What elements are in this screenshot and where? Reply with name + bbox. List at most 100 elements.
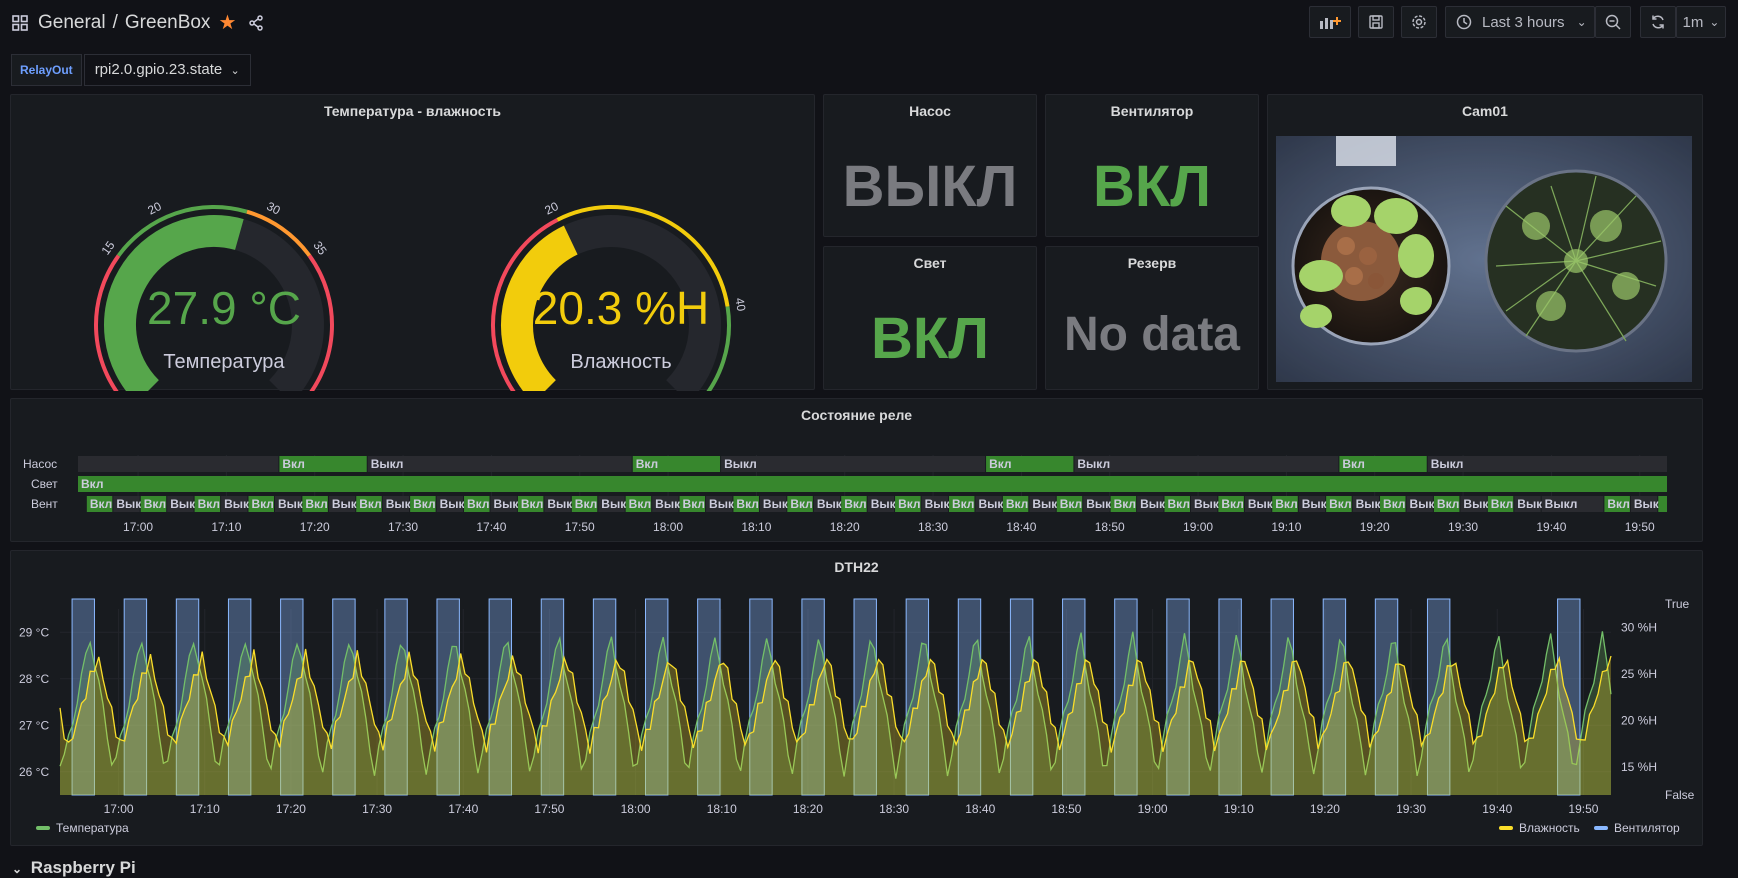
relay-segment-label: Вкл — [1060, 497, 1082, 511]
relay-off-segment — [1029, 496, 1056, 512]
gauge-value-arc — [104, 215, 244, 391]
gauge-panel[interactable]: Температура - влажность 0152030355002040… — [10, 94, 815, 391]
relay-on-segment — [1110, 496, 1137, 512]
relay-segment-label: Вкл — [1221, 497, 1243, 511]
relay-segment-label: Вкл — [575, 497, 597, 511]
relay-x-tick: 18:20 — [830, 520, 860, 534]
relay-on-segment — [86, 496, 113, 512]
panel-title: Состояние реле — [800, 407, 913, 423]
relay-segment-label: Вкл — [636, 457, 658, 471]
relay-x-tick: 19:10 — [1271, 520, 1301, 534]
panel-title: Температура - влажность — [323, 103, 502, 119]
gauge-tick-label: 20 — [542, 199, 561, 218]
legend-item-fan[interactable]: Вентилятор — [1594, 821, 1680, 835]
relay-timeline-svg: 17:00 17:10 17:20 17:30 17:40 17:50 18:00 18:10… — [78, 455, 1667, 534]
legend-item-humidity[interactable]: Влажность — [1499, 821, 1580, 835]
star-icon[interactable]: ★ — [218, 12, 237, 34]
y-right-tick: 15 %H — [1621, 760, 1657, 774]
fan-state-bar — [957, 598, 982, 796]
relay-off-segment — [436, 496, 464, 512]
relay-segment-label: Вкл — [1342, 457, 1364, 471]
row-raspberry-pi[interactable]: ⌄ Raspberry Pi — [12, 858, 136, 878]
relay-on-segment — [841, 496, 867, 512]
refresh-interval-picker[interactable]: 1m ⌄ — [1676, 6, 1726, 38]
row-title: Raspberry Pi — [30, 858, 136, 877]
fan-state-bar — [1114, 598, 1138, 796]
relay-x-tick: 18:10 — [741, 520, 771, 534]
relay-on-segment — [625, 496, 652, 512]
camera-panel[interactable]: Cam01 — [1267, 94, 1703, 390]
relay-state-panel[interactable]: Состояние реле Насос Свет Вент 17:00 17:1… — [10, 398, 1703, 542]
dashboards-grid-icon[interactable] — [12, 14, 28, 31]
relay-on-segment — [986, 456, 1074, 472]
zoom-out-button[interactable] — [1595, 6, 1631, 38]
clock-icon — [1456, 14, 1472, 30]
relay-off-segment — [721, 456, 986, 472]
light-panel[interactable]: Свет ВКЛ — [823, 246, 1037, 390]
save-button[interactable] — [1358, 6, 1394, 38]
settings-button[interactable] — [1401, 6, 1437, 38]
relay-on-segment — [571, 496, 598, 512]
refresh-icon — [1652, 15, 1664, 29]
y-right-tick: 30 %H — [1621, 621, 1657, 635]
reserve-panel[interactable]: Резерв No data — [1045, 246, 1259, 390]
breadcrumb-folder[interactable]: General — [38, 11, 106, 33]
share-icon[interactable] — [248, 14, 264, 31]
y-left-tick: 27 °C — [19, 718, 49, 732]
relay-segment-label: Вкл — [1168, 497, 1190, 511]
refresh-interval-label: 1m — [1682, 13, 1704, 31]
relay-off-segment — [598, 496, 625, 512]
relay-off-segment — [813, 496, 841, 512]
top-bar: General / GreenBox ★ Last 3 hours ⌄ 1m ⌄ — [0, 0, 1738, 44]
relay-off-segment — [367, 456, 632, 472]
gauge-threshold-arc — [116, 205, 248, 257]
relay-segment-label: Вкл — [1607, 497, 1629, 511]
fan-panel[interactable]: Вентилятор ВКЛ — [1045, 94, 1259, 237]
relay-segment-label: Вкл — [81, 477, 103, 491]
fan-state-bar — [592, 598, 617, 796]
gauge-tick-label: 20 — [145, 199, 164, 218]
x-tick: 17:30 — [362, 802, 392, 816]
chevron-down-icon: ⌄ — [230, 65, 240, 77]
relay-x-tick: 17:50 — [565, 520, 595, 534]
add-panel-button[interactable] — [1309, 6, 1351, 38]
relay-segment-label: Вкл — [683, 497, 705, 511]
relay-x-tick: 17:40 — [476, 520, 506, 534]
y-right2-tick: True — [1665, 597, 1690, 611]
relay-off-segment — [1427, 456, 1667, 472]
variable-select[interactable]: rpi2.0.gpio.23.state ⌄ — [83, 54, 251, 86]
chevron-down-icon: ⌄ — [1576, 15, 1587, 29]
relay-on-segment — [948, 496, 975, 512]
variable-bar: RelayOut rpi2.0.gpio.23.state ⌄ — [11, 54, 251, 86]
relay-segment-label: Вкл — [144, 497, 166, 511]
legend-item-temperature[interactable]: Температура — [36, 821, 129, 835]
relay-segment-label: Вкл — [989, 457, 1011, 471]
x-tick: 18:30 — [879, 802, 909, 816]
camera-image — [1276, 136, 1692, 382]
fan-state-bar — [280, 598, 304, 796]
fan-state: ВКЛ — [1093, 154, 1211, 219]
relay-on-segment — [1272, 496, 1298, 512]
relay-on-segment — [733, 496, 759, 512]
pump-panel[interactable]: Насос ВЫКЛ — [823, 94, 1037, 237]
dth22-panel[interactable]: DTH22 29 °C 28 °C 27 °C 26 °C 30 %H 25 %H 20 %… — [10, 550, 1703, 846]
gauge-threshold-arc — [706, 306, 731, 391]
relay-x-tick: 19:40 — [1536, 520, 1566, 534]
relay-off-segment — [706, 496, 733, 512]
relay-on-segment — [895, 496, 921, 512]
relay-segment-label: Вкл — [790, 497, 812, 511]
temperature-value: 27.9 °C — [147, 282, 301, 334]
x-tick: 18:50 — [1051, 802, 1081, 816]
gauge-tick-label: 35 — [310, 238, 329, 257]
relay-on-segment — [1433, 496, 1460, 512]
relay-on-segment — [787, 496, 813, 512]
dashboard-title[interactable]: GreenBox — [124, 11, 211, 33]
fan-state-bar — [1062, 598, 1086, 796]
fan-state-bar — [697, 598, 721, 796]
relay-off-segment — [113, 496, 140, 512]
relay-on-segment — [279, 456, 367, 472]
relay-on-segment — [464, 496, 490, 512]
relay-segment-label: Вкл — [198, 497, 220, 511]
refresh-button[interactable] — [1640, 6, 1676, 38]
time-range-picker[interactable]: Last 3 hours ⌄ — [1445, 6, 1595, 38]
